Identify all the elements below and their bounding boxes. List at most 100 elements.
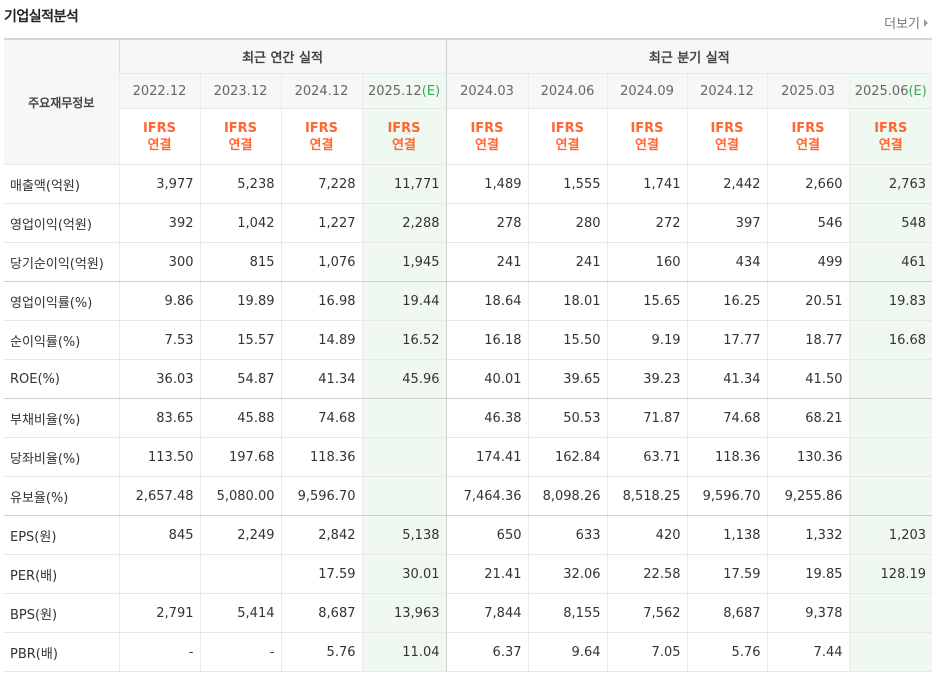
table-cell: 36.03 [118,359,200,399]
ifrs-badge: IFRS 연결 [606,108,687,165]
table-cell: 3,977 [118,164,200,204]
table-cell: 5.76 [686,632,767,672]
table-cell: 1,042 [199,203,281,243]
table-cell: 16.52 [361,320,446,360]
table-cell: - [199,632,281,672]
table-cell: 68.21 [766,398,849,438]
period-header: 2024.03 [445,73,528,109]
table-cell: 174.41 [445,437,528,477]
table-cell: 845 [118,515,200,555]
table-cell: 63.71 [606,437,687,477]
table-cell: 9,378 [766,593,849,633]
table-cell: 2,791 [118,593,200,633]
table-cell: 50.53 [527,398,607,438]
table-cell: 39.65 [527,359,607,399]
consolidated-label: 연결 [475,137,499,153]
ifrs-label: IFRS [791,120,825,136]
table-cell: 815 [199,242,281,282]
ifrs-badge: IFRS 연결 [361,108,446,165]
period-header: 2025.03 [766,73,849,109]
table-cell: 18.64 [445,281,528,321]
table-cell: 241 [527,242,607,282]
table-cell: 280 [527,203,607,243]
table-cell: 5,080.00 [199,476,281,516]
table-cell: 5,414 [199,593,281,633]
table-cell: 18.77 [766,320,849,360]
table-cell: 8,518.25 [606,476,687,516]
row-label: EPS(원) [4,515,119,555]
table-cell: 7.53 [118,320,200,360]
table-cell: 45.96 [361,359,446,399]
table-cell: 45.88 [199,398,281,438]
table-cell: 118.36 [280,437,362,477]
consolidated-label: 연결 [392,137,416,153]
table-cell: 1,555 [527,164,607,204]
table-cell: 22.58 [606,554,687,594]
estimate-mark: (E) [421,83,441,99]
table-cell: 19.89 [199,281,281,321]
group-quarterly: 최근 분기 실적 [445,38,933,74]
table-cell: 8,687 [280,593,362,633]
period-header: 2025.12(E) [361,73,446,109]
table-row: 영업이익(억원) 392 1,042 1,227 2,288 278 280 272 397 54… [4,203,933,243]
table-cell [848,437,933,477]
table-cell: 15.65 [606,281,687,321]
table-cell: 11,771 [361,164,446,204]
table-cell: 9,596.70 [280,476,362,516]
table-cell: 40.01 [445,359,528,399]
table-cell: 300 [118,242,200,282]
table-row: PER(배) 17.59 30.01 21.41 32.06 22.58 17.59 19.8… [4,554,933,594]
table-cell: 546 [766,203,849,243]
section-header: 기업실적분석 더보기 [0,0,936,38]
table-cell: 32.06 [527,554,607,594]
table-cell: 7,228 [280,164,362,204]
table-cell: 74.68 [280,398,362,438]
table-cell [118,554,200,594]
row-label: PER(배) [4,554,119,594]
consolidated-label: 연결 [228,137,253,153]
more-label: 더보기 [884,17,920,32]
period-label: 2024.12 [294,83,349,99]
table-cell: 7,464.36 [445,476,528,516]
period-header: 2022.12 [118,73,200,109]
table-cell: 160 [606,242,687,282]
row-label: 매출액(억원) [4,164,119,204]
table-cell: 2,249 [199,515,281,555]
table-cell: 434 [686,242,767,282]
table-cell: 9,255.86 [766,476,849,516]
table-row: ROE(%) 36.03 54.87 41.34 45.96 40.01 39.65 39.2… [4,359,933,399]
table-cell: 5.76 [280,632,362,672]
table-cell: 8,098.26 [527,476,607,516]
row-header: 주요재무정보 [4,38,119,165]
table-cell: 17.59 [686,554,767,594]
row-label: 유보율(%) [4,476,119,516]
more-link[interactable]: 더보기 [884,13,928,32]
consolidated-label: 연결 [715,137,739,153]
table-cell: 71.87 [606,398,687,438]
consolidated-label: 연결 [635,137,659,153]
table-cell: 15.57 [199,320,281,360]
table-cell: 18.01 [527,281,607,321]
table-cell: 2,660 [766,164,849,204]
table-cell: 7.05 [606,632,687,672]
period-header: 2023.12 [199,73,281,109]
table-row: 영업이익률(%) 9.86 19.89 16.98 19.44 18.64 18.01 15.… [4,281,933,321]
table-cell: 39.23 [606,359,687,399]
table-cell: 41.50 [766,359,849,399]
consolidated-label: 연결 [147,137,172,153]
table-cell: 2,442 [686,164,767,204]
ifrs-badge: IFRS 연결 [686,108,767,165]
ifrs-row: IFRS 연결 IFRS 연결 IFRS 연결 IFRS 연결 IFRS 연결 IFRS 연결 IFRS… [4,108,933,165]
table-row: 당기순이익(억원) 300 815 1,076 1,945 241 241 160 434 499… [4,242,933,282]
estimate-mark: (E) [908,83,927,99]
period-label: 2025.12 [367,83,422,99]
table-cell: 41.34 [280,359,362,399]
ifrs-label: IFRS [710,120,744,136]
period-header: 2024.06 [527,73,607,109]
period-label: 2024.03 [460,83,514,99]
table-cell: 128.19 [848,554,933,594]
table-cell: 15.50 [527,320,607,360]
period-header: 2024.12 [686,73,767,109]
table-cell: 1,227 [280,203,362,243]
group-annual: 최근 연간 실적 [118,38,446,74]
